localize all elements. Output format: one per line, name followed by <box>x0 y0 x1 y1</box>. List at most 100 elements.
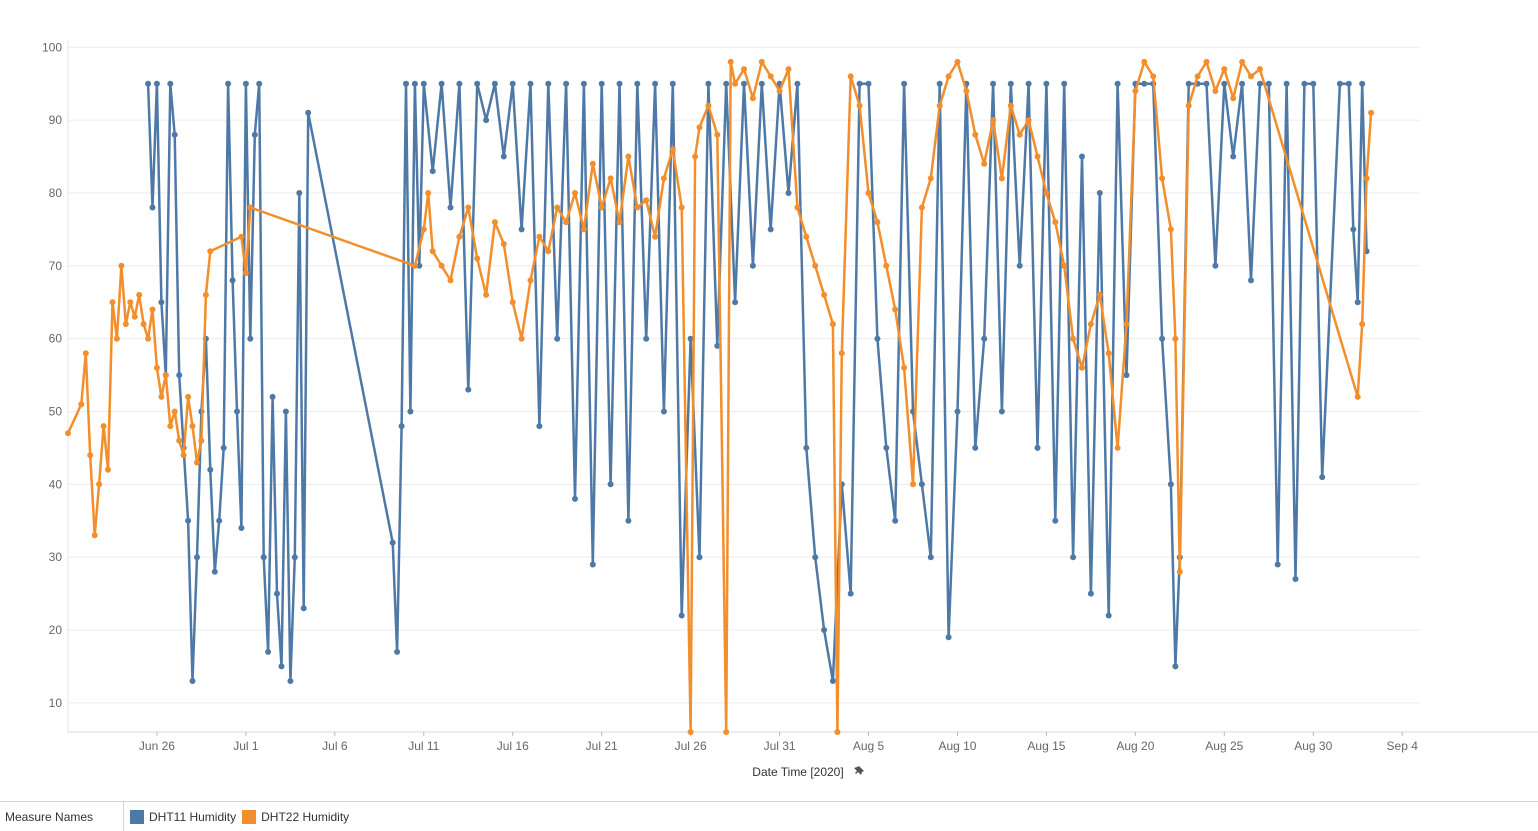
data-point[interactable] <box>1239 80 1246 87</box>
data-point[interactable] <box>692 153 699 160</box>
data-point[interactable] <box>153 364 160 371</box>
data-point[interactable] <box>856 102 863 109</box>
data-point[interactable] <box>465 386 472 393</box>
data-point[interactable] <box>207 466 214 473</box>
data-point[interactable] <box>727 58 734 65</box>
data-point[interactable] <box>1052 219 1059 226</box>
data-point[interactable] <box>741 80 747 87</box>
data-point[interactable] <box>296 190 303 196</box>
data-point[interactable] <box>1123 372 1130 379</box>
data-point[interactable] <box>282 408 289 415</box>
data-point[interactable] <box>652 233 659 240</box>
data-point[interactable] <box>78 401 85 408</box>
data-point[interactable] <box>607 481 614 488</box>
data-point[interactable] <box>1345 80 1352 87</box>
data-point[interactable] <box>162 372 169 379</box>
data-point[interactable] <box>411 262 418 269</box>
data-point[interactable] <box>803 444 810 451</box>
data-point[interactable] <box>874 219 881 226</box>
data-point[interactable] <box>149 204 156 211</box>
data-point[interactable] <box>1087 590 1094 597</box>
data-point[interactable] <box>741 66 747 73</box>
data-point[interactable] <box>1043 190 1050 196</box>
data-point[interactable] <box>403 80 409 87</box>
data-point[interactable] <box>456 233 463 240</box>
data-point[interactable] <box>474 80 481 87</box>
data-point[interactable] <box>572 495 578 502</box>
data-point[interactable] <box>145 80 152 87</box>
data-point[interactable] <box>185 393 192 400</box>
data-point[interactable] <box>696 554 703 561</box>
data-point[interactable] <box>1350 226 1357 233</box>
data-point[interactable] <box>1274 561 1281 568</box>
data-point[interactable] <box>291 554 298 561</box>
data-point[interactable] <box>732 299 739 306</box>
data-point[interactable] <box>87 452 94 459</box>
data-point[interactable] <box>545 80 552 87</box>
data-point[interactable] <box>1079 153 1085 160</box>
data-point[interactable] <box>234 408 240 415</box>
data-point[interactable] <box>625 153 632 160</box>
data-point[interactable] <box>829 321 836 328</box>
data-point[interactable] <box>1167 226 1174 233</box>
data-point[interactable] <box>1265 80 1272 87</box>
data-point[interactable] <box>749 262 756 269</box>
data-point[interactable] <box>834 729 841 735</box>
data-point[interactable] <box>171 408 178 415</box>
data-point[interactable] <box>1283 80 1290 87</box>
data-point[interactable] <box>580 80 587 87</box>
data-point[interactable] <box>483 117 490 124</box>
data-point[interactable] <box>580 226 587 233</box>
data-point[interactable] <box>1319 474 1326 481</box>
data-point[interactable] <box>229 277 236 284</box>
data-point[interactable] <box>1159 335 1166 342</box>
data-point[interactable] <box>660 408 667 415</box>
data-point[interactable] <box>420 80 427 87</box>
data-point[interactable] <box>927 554 934 561</box>
data-point[interactable] <box>180 452 187 459</box>
data-point[interactable] <box>749 95 756 102</box>
data-point[interactable] <box>1114 80 1121 87</box>
data-point[interactable] <box>678 612 685 619</box>
data-point[interactable] <box>1016 262 1023 269</box>
data-point[interactable] <box>901 364 908 371</box>
data-point[interactable] <box>185 517 192 524</box>
data-point[interactable] <box>127 299 134 306</box>
data-point[interactable] <box>794 80 801 87</box>
legend-item-dht11[interactable]: DHT11 Humidity <box>130 809 236 824</box>
data-point[interactable] <box>411 80 418 87</box>
data-point[interactable] <box>634 80 641 87</box>
data-point[interactable] <box>643 197 650 204</box>
data-point[interactable] <box>500 241 507 247</box>
data-point[interactable] <box>438 80 445 87</box>
data-point[interactable] <box>1354 299 1361 306</box>
data-point[interactable] <box>1172 335 1179 342</box>
data-point[interactable] <box>438 262 445 269</box>
data-point[interactable] <box>274 590 280 597</box>
data-point[interactable] <box>122 321 129 328</box>
data-point[interactable] <box>1203 80 1210 87</box>
data-point[interactable] <box>216 517 223 524</box>
data-point[interactable] <box>305 109 312 116</box>
data-point[interactable] <box>767 226 774 233</box>
data-point[interactable] <box>118 262 125 269</box>
data-point[interactable] <box>1061 262 1068 269</box>
data-point[interactable] <box>220 444 227 451</box>
data-point[interactable] <box>821 627 828 633</box>
data-point[interactable] <box>545 248 552 255</box>
data-point[interactable] <box>563 219 570 226</box>
data-point[interactable] <box>1221 66 1228 73</box>
data-point[interactable] <box>1212 262 1219 269</box>
data-point[interactable] <box>660 175 667 182</box>
data-point[interactable] <box>1256 80 1263 87</box>
data-point[interactable] <box>394 648 401 655</box>
data-point[interactable] <box>198 437 205 444</box>
data-point[interactable] <box>167 423 174 430</box>
data-point[interactable] <box>1167 481 1174 488</box>
data-point[interactable] <box>714 131 721 138</box>
data-point[interactable] <box>1141 58 1148 65</box>
data-point[interactable] <box>260 554 267 561</box>
data-point[interactable] <box>856 80 863 87</box>
data-point[interactable] <box>847 73 854 80</box>
data-point[interactable] <box>794 204 801 211</box>
